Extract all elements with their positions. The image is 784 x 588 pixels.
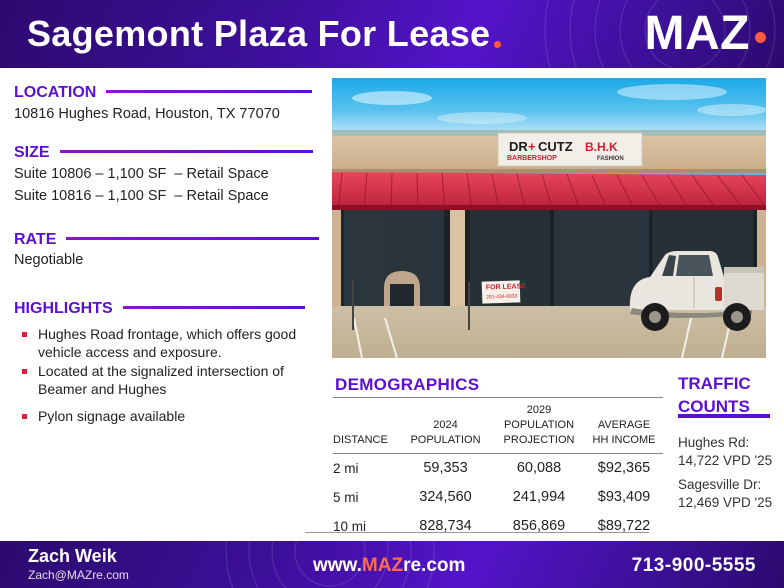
svg-text:281-434-0033: 281-434-0033 [486, 293, 518, 300]
svg-text:CUTZ: CUTZ [538, 139, 573, 154]
svg-text:DR: DR [509, 139, 528, 154]
svg-text:B.H.K: B.H.K [585, 140, 618, 154]
svg-text:FOR LEASE: FOR LEASE [486, 283, 527, 291]
svg-text:BARBERSHOP: BARBERSHOP [507, 155, 557, 162]
svg-text:FASHION: FASHION [597, 156, 624, 162]
svg-text:+: + [528, 139, 536, 154]
